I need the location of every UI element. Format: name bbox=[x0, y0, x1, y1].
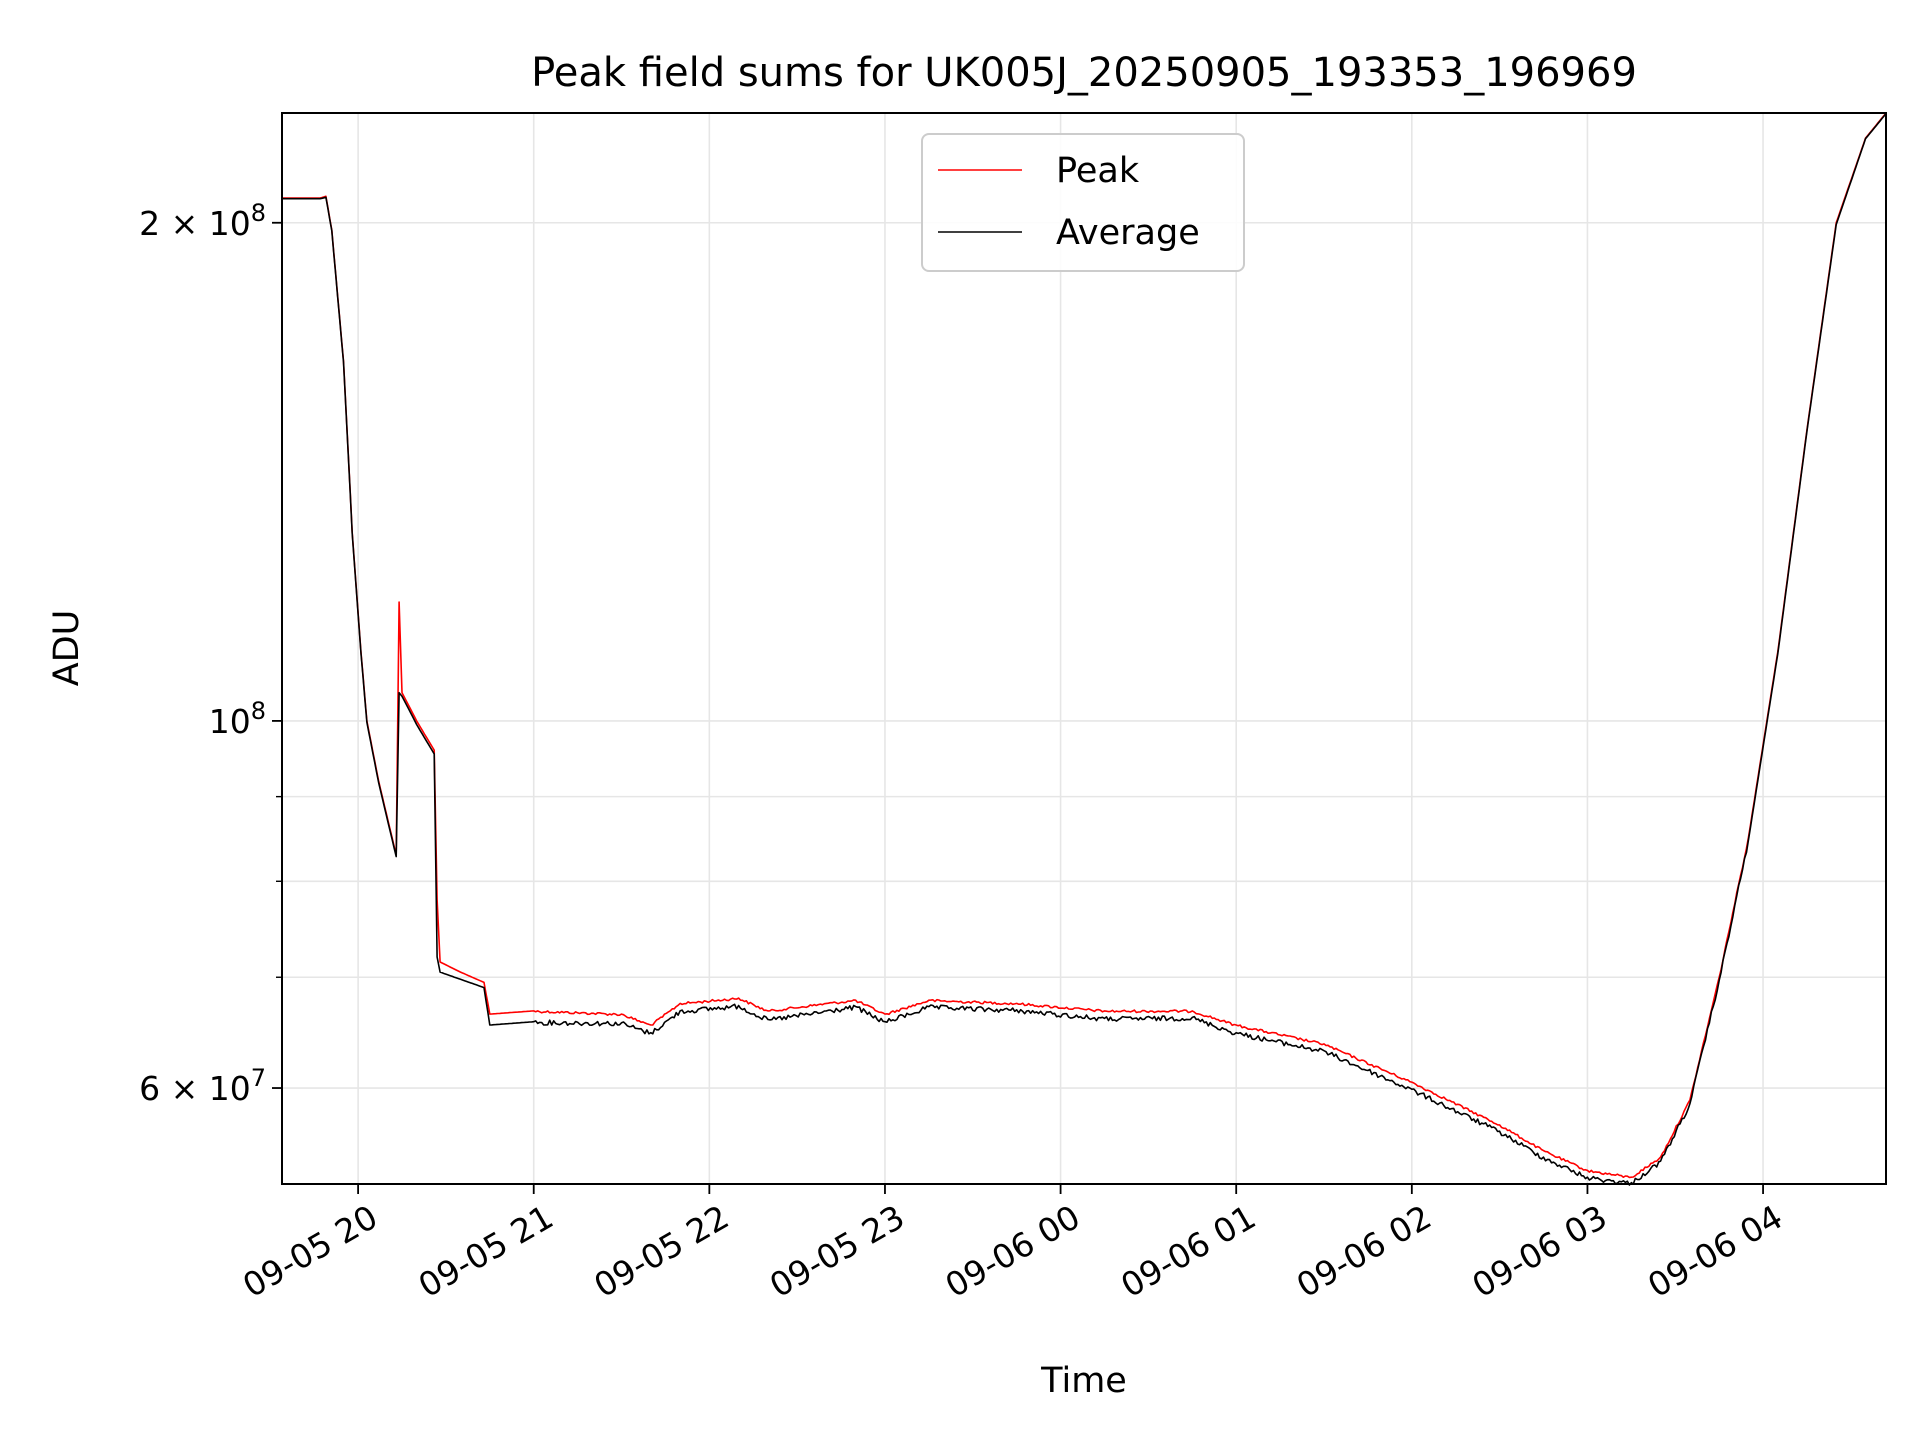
y-tick-label: 108 bbox=[209, 697, 266, 741]
legend-label-average: Average bbox=[1056, 213, 1200, 253]
series-line-average bbox=[282, 113, 1887, 1186]
legend-box bbox=[921, 133, 1245, 272]
y-axis: 6 × 107 108 2 × 108 bbox=[139, 199, 282, 1108]
axes-frame bbox=[281, 112, 1887, 1185]
x-axis-label: Time bbox=[1040, 1361, 1127, 1401]
y-axis-label: ADU bbox=[47, 610, 87, 687]
grid bbox=[282, 113, 1886, 1184]
chart-title: Peak field sums for UK005J_20250905_1933… bbox=[531, 50, 1637, 96]
legend-label-peak: Peak bbox=[1056, 151, 1140, 191]
legend: Peak Average bbox=[921, 133, 1245, 272]
y-tick-label: 6 × 107 bbox=[139, 1064, 266, 1108]
series-layer bbox=[282, 112, 1887, 1186]
series-line-peak bbox=[282, 112, 1887, 1179]
y-tick-label: 2 × 108 bbox=[139, 199, 266, 243]
